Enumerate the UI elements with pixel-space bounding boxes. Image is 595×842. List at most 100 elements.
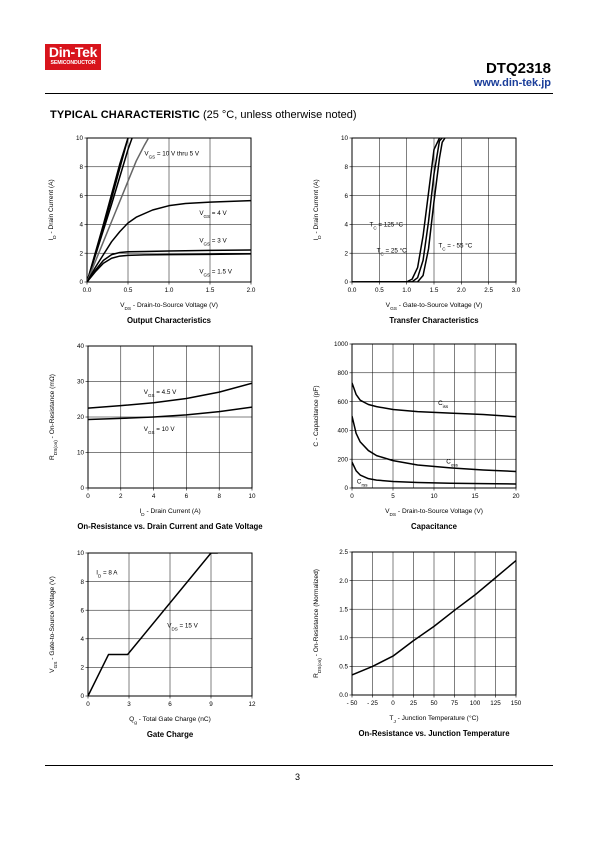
- chart-title: Gate Charge: [147, 730, 194, 739]
- y-tick-label: 0.5: [339, 664, 348, 671]
- annotation-0-sub: GS: [149, 154, 156, 159]
- annotation-2-main: T: [438, 242, 442, 249]
- x-axis-label-main: V: [120, 302, 125, 309]
- section-title-note: (25 °C, unless otherwise noted): [202, 109, 357, 121]
- annotation-0-main: I: [96, 569, 98, 576]
- grid: [352, 552, 516, 695]
- x-tick-label: 25: [410, 700, 418, 707]
- x-axis-label-rest: - Drain-to-Source Voltage (V): [396, 508, 483, 515]
- y-axis-label-sub: D: [317, 235, 323, 239]
- y-tick-label: 6: [344, 193, 348, 200]
- x-tick-label: 0: [391, 700, 395, 707]
- y-tick-label: 2.0: [339, 578, 348, 585]
- annotation-2-sub: C: [442, 246, 446, 251]
- part-number: DTQ2318: [485, 60, 551, 77]
- y-axis-label: VGS - Gate-to-Source Voltage (V): [49, 576, 59, 673]
- series-line-1: [352, 415, 516, 473]
- chart-capacitance: 0 5 10 15 2002004006008001000CissCossCrssVDS…: [313, 341, 520, 531]
- series-group: [88, 553, 218, 696]
- annotation-0: Ciss: [438, 400, 449, 409]
- y-axis-label-main: R: [313, 673, 320, 678]
- x-tick-label: 2.5: [484, 287, 493, 294]
- annotation-1-rest: = 15 V: [178, 622, 199, 629]
- y-tick-label: 10: [77, 450, 85, 457]
- x-tick-label: 15: [471, 493, 479, 500]
- y-axis-label: RDS(on) - On-Resistance (Normalized): [313, 569, 323, 678]
- annotation-1-sub: oss: [451, 462, 459, 467]
- x-tick-label: 3: [127, 701, 131, 708]
- grid: [352, 138, 516, 282]
- y-tick-label: 1.0: [339, 635, 348, 642]
- y-tick-label: 20: [77, 414, 85, 421]
- y-axis-label-rest: - On-Resistance (Normalized): [313, 569, 320, 658]
- series-line-1: [352, 138, 443, 282]
- annotation-1-rest: = 4 V: [210, 210, 227, 217]
- annotation-1-main: V: [199, 210, 204, 217]
- annotation-0-main: V: [144, 150, 149, 157]
- brand-logo: Din-Tek SEMICONDUCTOR: [45, 44, 101, 70]
- y-tick-label: 0: [80, 693, 84, 700]
- x-tick-label: 100: [470, 700, 481, 707]
- x-tick-label: - 50: [347, 700, 358, 707]
- x-axis-label-sub: GS: [390, 306, 397, 312]
- annotation-1-main: V: [144, 426, 149, 433]
- annotation-0-sub: D: [98, 573, 102, 578]
- x-axis-label-main: V: [386, 302, 391, 309]
- series-line-1: [88, 406, 252, 421]
- annotation-2: Crss: [357, 479, 368, 488]
- x-axis-label-rest: - Gate-to-Source Voltage (V): [397, 302, 482, 309]
- logo-main-text: Din-Tek: [48, 44, 98, 60]
- x-tick-label: 0: [350, 493, 354, 500]
- chart-on-resistance-temperature: - 50 - 25 0 25 50 75 100 125 150 0.0 0.5 1.0 1.5 2.0 2…: [313, 549, 522, 738]
- x-tick-label: 3.0: [512, 287, 521, 294]
- x-tick-label: 75: [451, 700, 459, 707]
- annotation-1: Coss: [446, 459, 458, 468]
- page-number: 3: [294, 772, 300, 782]
- chart-title: Transfer Characteristics: [389, 316, 479, 325]
- x-axis-label-main: Q: [129, 716, 134, 723]
- x-tick-label: 12: [248, 701, 256, 708]
- y-axis-label-sub: D: [52, 235, 58, 239]
- annotation-2-main: V: [199, 237, 204, 244]
- annotation-0-sub: iss: [443, 404, 449, 409]
- annotation-2-main: C: [357, 479, 362, 486]
- annotation-0: TC = 125 °C: [369, 221, 403, 231]
- x-tick-label: 0.5: [375, 287, 384, 294]
- y-axis-label: ID - Drain Current (A): [313, 179, 323, 240]
- annotation-3-rest: = 1.5 V: [210, 268, 233, 275]
- x-axis-label-sub: D: [141, 512, 145, 518]
- y-axis-label-sub: DS(on): [53, 440, 59, 455]
- y-tick-label: 1000: [334, 341, 349, 348]
- annotation-1: TC = 25 °C: [377, 246, 408, 256]
- y-axis-label-rest: - Capacitance (pF): [313, 385, 320, 441]
- y-axis-label: ID - Drain Current (A): [48, 179, 58, 240]
- annotation-1-main: T: [377, 247, 381, 254]
- series-line-2: [352, 461, 516, 485]
- x-tick-label: 0.0: [83, 287, 92, 294]
- y-tick-label: 4: [80, 636, 84, 643]
- x-tick-label: 1.0: [165, 287, 174, 294]
- x-tick-label: 8: [217, 493, 221, 500]
- annotation-0: ID = 8 A: [96, 569, 118, 578]
- website-link[interactable]: www.din-tek.jp: [473, 77, 551, 89]
- y-tick-label: 2: [344, 250, 348, 257]
- x-axis-label-rest: - Junction Temperature (°C): [396, 714, 479, 722]
- series-line-2: [352, 138, 446, 282]
- grid: [88, 553, 252, 696]
- x-tick-label: - 25: [367, 700, 378, 707]
- y-axis-label-rest: - Drain Current (A): [48, 179, 55, 235]
- annotation-1-sub: C: [380, 251, 384, 256]
- x-axis-label: ID - Drain Current (A): [139, 508, 200, 518]
- series-line-5: [87, 249, 251, 282]
- y-tick-label: 8: [79, 164, 83, 171]
- x-tick-label: 10: [430, 493, 438, 500]
- y-tick-label: 0: [344, 279, 348, 286]
- x-tick-label: 1.5: [206, 287, 215, 294]
- series-line-0: [352, 560, 516, 676]
- series-group: [88, 382, 252, 421]
- y-tick-label: 40: [77, 343, 85, 350]
- x-tick-label: 9: [209, 701, 213, 708]
- series-group: [87, 138, 251, 282]
